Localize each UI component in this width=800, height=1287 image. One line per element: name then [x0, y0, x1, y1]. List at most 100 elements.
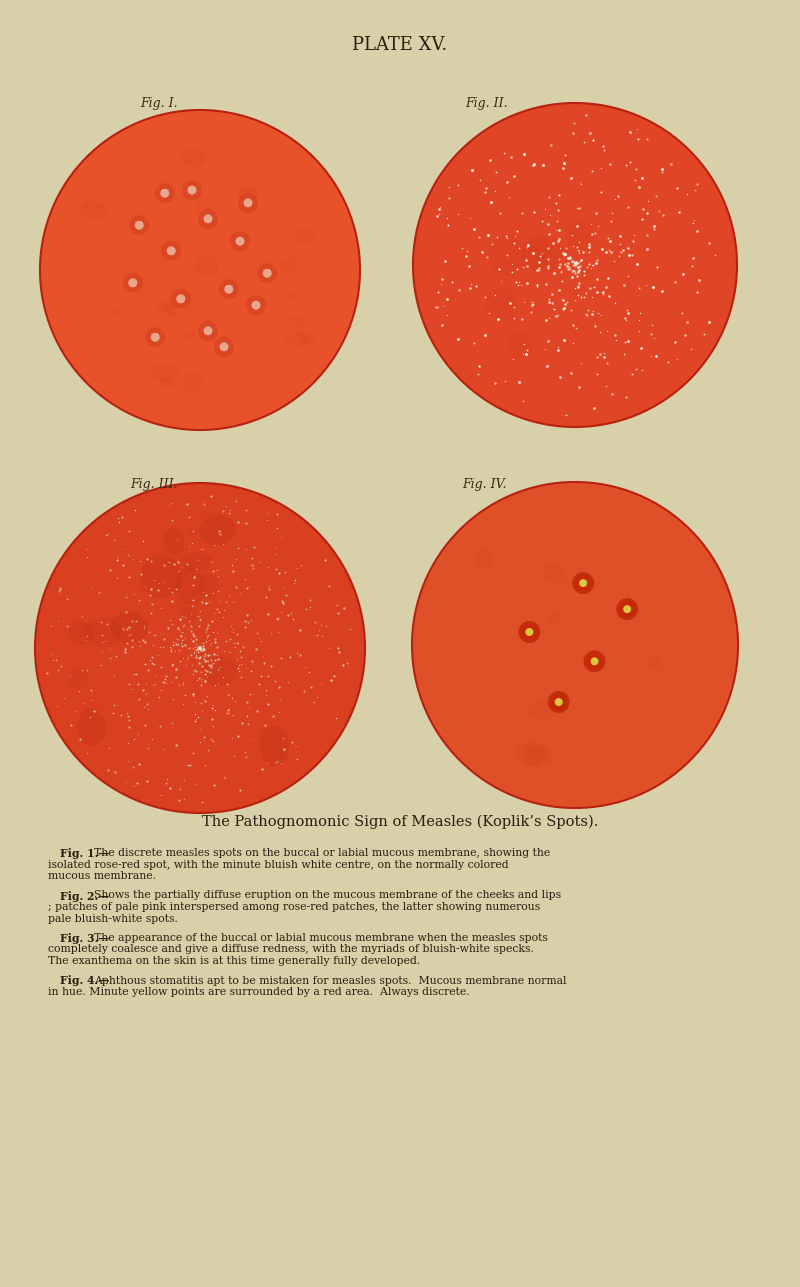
Circle shape	[214, 337, 234, 356]
Ellipse shape	[286, 329, 307, 346]
Circle shape	[182, 180, 202, 199]
Ellipse shape	[187, 526, 198, 534]
Ellipse shape	[68, 668, 90, 690]
Text: Fig. 1.—: Fig. 1.—	[60, 848, 110, 858]
Circle shape	[224, 284, 234, 293]
Circle shape	[522, 624, 538, 640]
Circle shape	[575, 575, 591, 591]
Text: Fig. I.: Fig. I.	[140, 97, 178, 109]
Ellipse shape	[183, 373, 202, 393]
Circle shape	[623, 605, 631, 613]
Ellipse shape	[175, 568, 205, 605]
Circle shape	[171, 288, 191, 309]
Circle shape	[251, 301, 261, 310]
Ellipse shape	[286, 291, 298, 300]
Text: pale bluish-white spots.: pale bluish-white spots.	[48, 914, 178, 924]
Circle shape	[161, 241, 181, 261]
Ellipse shape	[527, 234, 563, 274]
Ellipse shape	[178, 606, 197, 622]
Text: The discrete measles spots on the buccal or labial mucous membrane, showing the: The discrete measles spots on the buccal…	[94, 848, 550, 858]
Text: The Pathognomonic Sign of Measles (Koplik’s Spots).: The Pathognomonic Sign of Measles (Kopli…	[202, 815, 598, 829]
Ellipse shape	[67, 622, 94, 645]
Circle shape	[203, 327, 213, 336]
Ellipse shape	[194, 201, 202, 210]
Ellipse shape	[515, 741, 546, 767]
Ellipse shape	[140, 555, 182, 598]
Ellipse shape	[114, 308, 121, 317]
Circle shape	[40, 109, 360, 430]
Text: ; patches of pale pink interspersed among rose-red patches, the latter showing n: ; patches of pale pink interspersed amon…	[48, 902, 540, 912]
Circle shape	[219, 342, 229, 351]
Text: Fig. IV.: Fig. IV.	[462, 477, 506, 492]
Circle shape	[262, 269, 272, 278]
Ellipse shape	[185, 332, 195, 340]
Circle shape	[579, 579, 587, 587]
Ellipse shape	[181, 147, 206, 167]
Text: Shows the partially diffuse eruption on the mucous membrane of the cheeks and li: Shows the partially diffuse eruption on …	[94, 891, 561, 901]
Ellipse shape	[160, 378, 175, 389]
Text: isolated rose-red spot, with the minute bluish white centre, on the normally col: isolated rose-red spot, with the minute …	[48, 860, 509, 870]
Circle shape	[548, 691, 570, 713]
Ellipse shape	[280, 257, 298, 272]
Circle shape	[155, 183, 175, 203]
Circle shape	[518, 620, 540, 644]
Ellipse shape	[181, 552, 213, 571]
Text: PLATE XV.: PLATE XV.	[352, 36, 448, 54]
Text: Fig. II.: Fig. II.	[465, 97, 508, 109]
Ellipse shape	[295, 227, 318, 246]
Circle shape	[150, 333, 160, 342]
Ellipse shape	[164, 528, 185, 556]
Circle shape	[166, 246, 176, 255]
Ellipse shape	[199, 515, 236, 546]
Circle shape	[550, 694, 566, 710]
Circle shape	[176, 295, 186, 304]
Circle shape	[590, 658, 598, 665]
Circle shape	[554, 698, 562, 707]
Ellipse shape	[166, 304, 178, 318]
Ellipse shape	[259, 726, 290, 766]
Circle shape	[586, 654, 602, 669]
Ellipse shape	[195, 255, 218, 277]
Ellipse shape	[238, 185, 258, 201]
Ellipse shape	[77, 708, 106, 746]
Ellipse shape	[529, 700, 550, 718]
Ellipse shape	[302, 332, 317, 345]
Ellipse shape	[523, 745, 552, 766]
Text: Fig. 3.—: Fig. 3.—	[60, 933, 110, 943]
Circle shape	[230, 232, 250, 251]
Text: Fig. 2.—: Fig. 2.—	[60, 891, 110, 901]
Circle shape	[219, 279, 239, 299]
Ellipse shape	[199, 573, 218, 598]
Circle shape	[526, 628, 534, 636]
Ellipse shape	[80, 201, 107, 220]
Text: Fig. III.: Fig. III.	[130, 477, 178, 492]
Ellipse shape	[158, 300, 173, 313]
Circle shape	[235, 237, 245, 246]
Circle shape	[198, 320, 218, 341]
Circle shape	[619, 601, 635, 618]
Circle shape	[129, 215, 149, 236]
Circle shape	[412, 483, 738, 808]
Ellipse shape	[476, 550, 493, 570]
Circle shape	[616, 598, 638, 620]
Circle shape	[572, 571, 594, 595]
Ellipse shape	[203, 655, 237, 686]
Circle shape	[146, 327, 165, 347]
Circle shape	[187, 185, 197, 194]
Circle shape	[203, 215, 213, 224]
Circle shape	[246, 295, 266, 315]
Circle shape	[258, 264, 277, 283]
Circle shape	[243, 198, 253, 207]
Circle shape	[198, 208, 218, 229]
Text: in hue. Minute yellow points are surrounded by a red area.  Always discrete.: in hue. Minute yellow points are surroun…	[48, 987, 470, 997]
Ellipse shape	[289, 314, 304, 328]
Ellipse shape	[648, 658, 660, 669]
Circle shape	[238, 193, 258, 212]
Ellipse shape	[521, 624, 539, 644]
Text: The appearance of the buccal or labial mucous membrane when the measles spots: The appearance of the buccal or labial m…	[94, 933, 547, 943]
Circle shape	[134, 220, 144, 229]
Ellipse shape	[508, 332, 530, 359]
Ellipse shape	[548, 611, 560, 624]
Circle shape	[35, 483, 365, 813]
Ellipse shape	[151, 362, 181, 382]
